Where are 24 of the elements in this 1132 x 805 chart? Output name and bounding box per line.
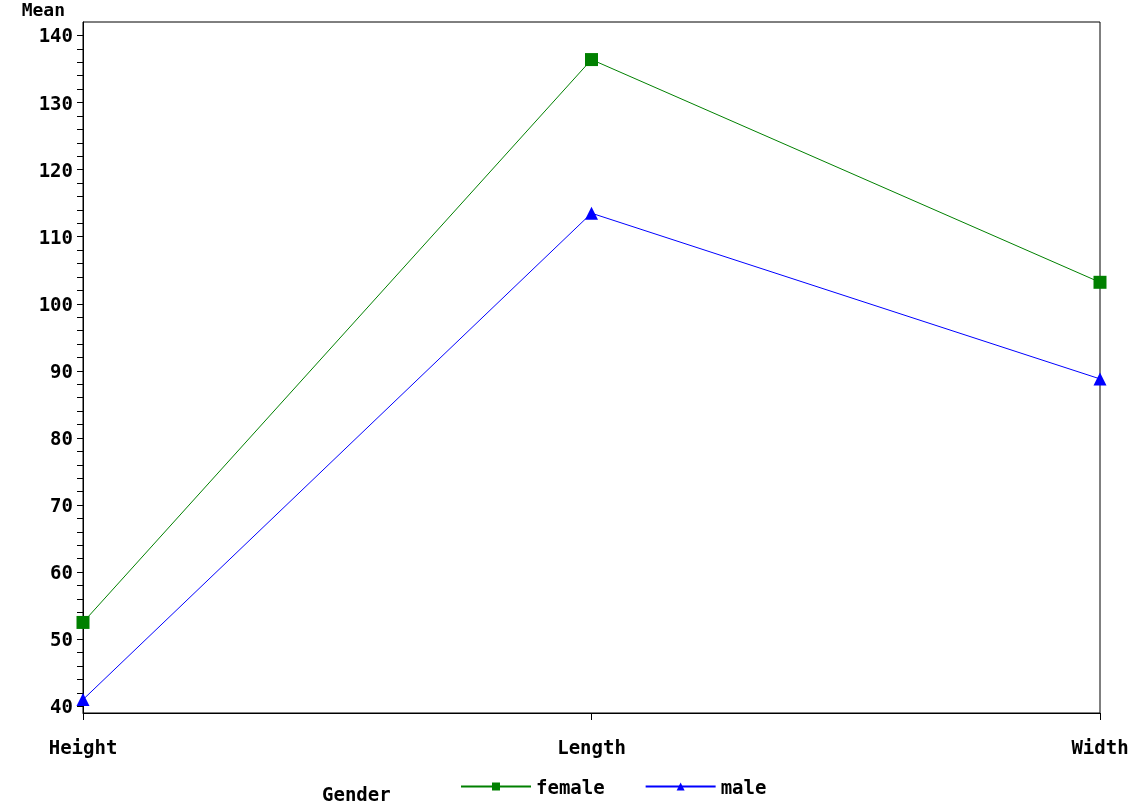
y-axis-title: Mean bbox=[21, 0, 65, 20]
legend-label: male bbox=[720, 775, 767, 798]
y-tick-label: 40 bbox=[50, 695, 73, 718]
point bbox=[585, 206, 598, 220]
point bbox=[585, 53, 598, 67]
y-tick-label: 80 bbox=[50, 426, 73, 449]
y-tick-label: 60 bbox=[50, 561, 73, 584]
y-tick-label: 100 bbox=[38, 292, 73, 315]
point bbox=[1093, 275, 1107, 289]
y-tick-label: 120 bbox=[38, 158, 73, 181]
legend-label: female bbox=[536, 775, 605, 798]
y-tick-label: 90 bbox=[50, 359, 73, 382]
point bbox=[1093, 372, 1107, 386]
x-tick-label: Height bbox=[48, 735, 118, 758]
point bbox=[76, 693, 90, 707]
x-tick-label: Width bbox=[1071, 735, 1129, 758]
point bbox=[76, 615, 90, 629]
y-tick-label: 110 bbox=[38, 225, 73, 248]
y-tick-label: 140 bbox=[38, 24, 73, 47]
x-tick-label: Length bbox=[557, 735, 626, 758]
legend-title: Gender bbox=[322, 782, 391, 805]
y-tick-label: 130 bbox=[38, 91, 73, 114]
y-tick-label: 50 bbox=[50, 628, 73, 651]
y-tick-label: 70 bbox=[50, 494, 73, 517]
